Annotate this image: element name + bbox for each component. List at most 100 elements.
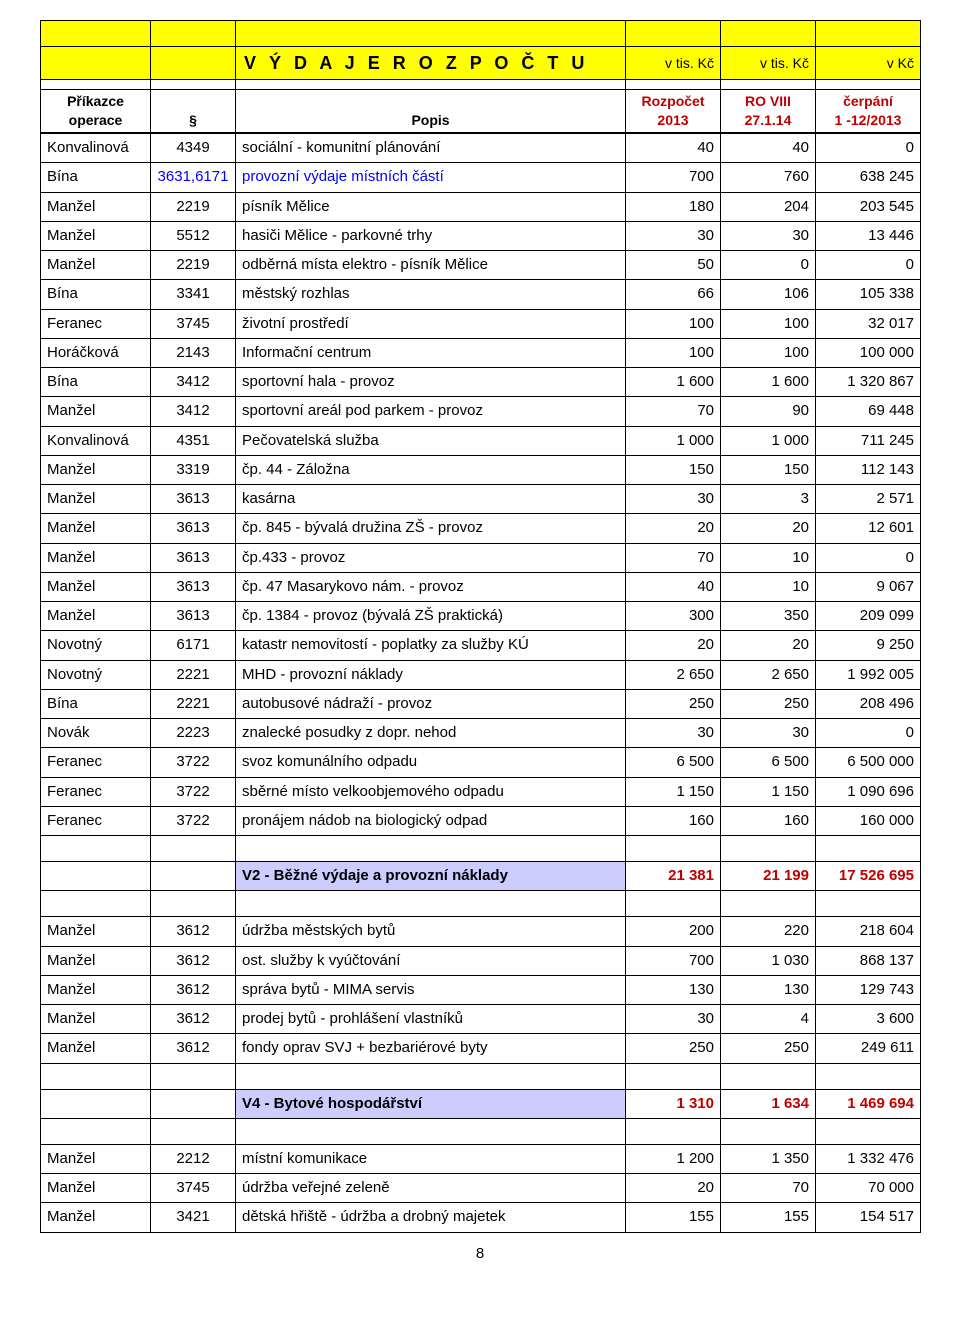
cell-v3: 1 332 476: [816, 1144, 921, 1173]
cell-code: 3722: [151, 806, 236, 835]
cell-v3: 0: [816, 133, 921, 163]
cell-popis: životní prostředí: [236, 309, 626, 338]
cell-popis: místní komunikace: [236, 1144, 626, 1173]
cell-v3: 1 320 867: [816, 368, 921, 397]
cell-code: 4351: [151, 426, 236, 455]
cell-popis: Pečovatelská služba: [236, 426, 626, 455]
cell-v2: 350: [721, 602, 816, 631]
cell-v3: 160 000: [816, 806, 921, 835]
spacer-row: [41, 1118, 921, 1144]
cell-popis: městský rozhlas: [236, 280, 626, 309]
cell-popis: sportovní areál pod parkem - provoz: [236, 397, 626, 426]
table-row: Manžel3612údržba městských bytů200220218…: [41, 917, 921, 946]
table-row: Manžel3319čp. 44 - Záložna150150112 143: [41, 455, 921, 484]
cell-v2: 30: [721, 719, 816, 748]
cell-v3: 100 000: [816, 338, 921, 367]
cell-code: 3613: [151, 543, 236, 572]
col-ro-l1: RO VIII: [721, 90, 816, 111]
col-rozpocet-l2: 2013: [626, 111, 721, 133]
cell-v1: 70: [626, 397, 721, 426]
cell-popis: hasiči Mělice - parkovné trhy: [236, 221, 626, 250]
cell-v1: 700: [626, 163, 721, 192]
cell-v1: 250: [626, 1034, 721, 1063]
spacer-row: [41, 1063, 921, 1089]
cell-v3: 711 245: [816, 426, 921, 455]
cell-v3: 638 245: [816, 163, 921, 192]
col-cerp-l2: 1 -12/2013: [816, 111, 921, 133]
cell-v1: 50: [626, 251, 721, 280]
cell-popis: čp. 845 - bývalá družina ZŠ - provoz: [236, 514, 626, 543]
table-row: Bína2221autobusové nádraží - provoz25025…: [41, 689, 921, 718]
cell-v3: 69 448: [816, 397, 921, 426]
table-row: Manžel2219odběrná místa elektro - písník…: [41, 251, 921, 280]
col-header-row2: operace § Popis 2013 27.1.14 1 -12/2013: [41, 111, 921, 133]
table-row: Novotný2221MHD - provozní náklady2 6502 …: [41, 660, 921, 689]
cell-popis: odběrná místa elektro - písník Mělice: [236, 251, 626, 280]
table-row: Manžel3612správa bytů - MIMA servis13013…: [41, 975, 921, 1004]
cell-prikazce: Bína: [41, 163, 151, 192]
cell-code: 5512: [151, 221, 236, 250]
cell-v3: 105 338: [816, 280, 921, 309]
table-row: Manžel3745údržba veřejné zeleně207070 00…: [41, 1174, 921, 1203]
cell-popis: dětská hřiště - údržba a drobný majetek: [236, 1203, 626, 1232]
table-row: Konvalinová4349sociální - komunitní plán…: [41, 133, 921, 163]
cell-v3: 154 517: [816, 1203, 921, 1232]
cell-prikazce: Bína: [41, 368, 151, 397]
cell-v3: 129 743: [816, 975, 921, 1004]
cell-prikazce: Novotný: [41, 660, 151, 689]
cell-code: 3612: [151, 917, 236, 946]
summary-v2-v1: 21 381: [626, 862, 721, 891]
cell-prikazce: Manžel: [41, 1203, 151, 1232]
title-row: V Ý D A J E R O Z P O Č T U v tis. Kč v …: [41, 47, 921, 80]
spacer-row: [41, 836, 921, 862]
cell-v3: 209 099: [816, 602, 921, 631]
cell-code: 6171: [151, 631, 236, 660]
cell-prikazce: Bína: [41, 280, 151, 309]
cell-prikazce: Bína: [41, 689, 151, 718]
cell-v1: 150: [626, 455, 721, 484]
cell-v3: 70 000: [816, 1174, 921, 1203]
cell-code: 3613: [151, 602, 236, 631]
page-title: V Ý D A J E R O Z P O Č T U: [236, 47, 626, 80]
cell-prikazce: Manžel: [41, 397, 151, 426]
cell-v2: 90: [721, 397, 816, 426]
unit-col3: v Kč: [816, 47, 921, 80]
cell-v1: 300: [626, 602, 721, 631]
cell-popis: čp.433 - provoz: [236, 543, 626, 572]
cell-v2: 250: [721, 1034, 816, 1063]
cell-code: 3612: [151, 946, 236, 975]
cell-v3: 3 600: [816, 1005, 921, 1034]
cell-v3: 249 611: [816, 1034, 921, 1063]
cell-prikazce: Manžel: [41, 221, 151, 250]
cell-code: 3613: [151, 485, 236, 514]
cell-v1: 1 600: [626, 368, 721, 397]
cell-v3: 868 137: [816, 946, 921, 975]
col-header-row1: Příkazce Rozpočet RO VIII čerpání: [41, 90, 921, 111]
cell-prikazce: Novotný: [41, 631, 151, 660]
cell-v1: 700: [626, 946, 721, 975]
cell-prikazce: Manžel: [41, 514, 151, 543]
cell-prikazce: Manžel: [41, 192, 151, 221]
cell-v3: 9 067: [816, 572, 921, 601]
cell-v2: 3: [721, 485, 816, 514]
table-row: Manžel3612fondy oprav SVJ + bezbariérové…: [41, 1034, 921, 1063]
cell-popis: ost. služby k vyúčtování: [236, 946, 626, 975]
cell-popis: čp. 44 - Záložna: [236, 455, 626, 484]
cell-code: 2212: [151, 1144, 236, 1173]
cell-code: 3745: [151, 1174, 236, 1203]
summary-v2-v2: 21 199: [721, 862, 816, 891]
cell-v3: 0: [816, 251, 921, 280]
cell-code: 3745: [151, 309, 236, 338]
cell-v3: 218 604: [816, 917, 921, 946]
cell-code: 3341: [151, 280, 236, 309]
cell-popis: správa bytů - MIMA servis: [236, 975, 626, 1004]
table-row: Manžel3612prodej bytů - prohlášení vlast…: [41, 1005, 921, 1034]
cell-prikazce: Manžel: [41, 485, 151, 514]
table-row: Konvalinová4351Pečovatelská služba1 0001…: [41, 426, 921, 455]
cell-v1: 155: [626, 1203, 721, 1232]
cell-prikazce: Feranec: [41, 777, 151, 806]
cell-popis: čp. 1384 - provoz (bývalá ZŠ praktická): [236, 602, 626, 631]
cell-code: 2143: [151, 338, 236, 367]
budget-table: V Ý D A J E R O Z P O Č T U v tis. Kč v …: [40, 20, 921, 1233]
cell-v2: 10: [721, 543, 816, 572]
